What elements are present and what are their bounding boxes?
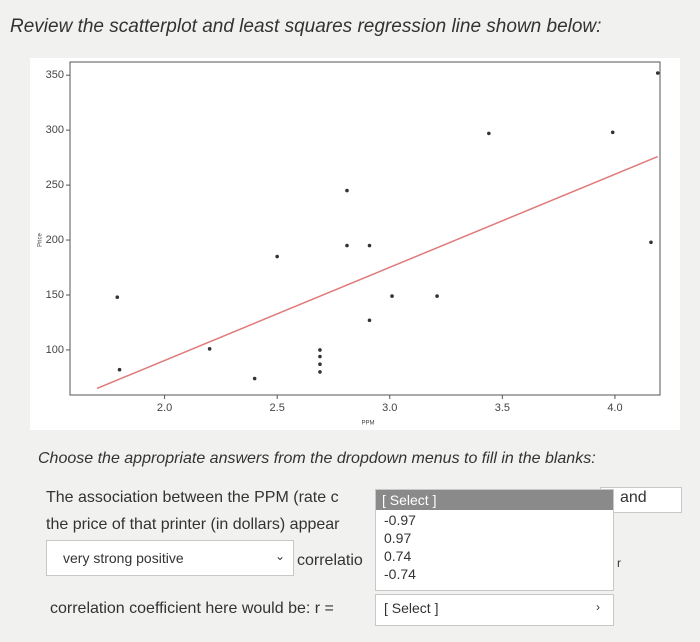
question: Review the scatterplot and least squares… bbox=[10, 16, 602, 37]
dropdown-option[interactable]: -0.74 bbox=[384, 566, 416, 582]
point bbox=[390, 294, 394, 298]
regression-line bbox=[96, 155, 659, 390]
point bbox=[435, 294, 439, 298]
dropdown-placeholder[interactable]: [ Select ] bbox=[376, 490, 613, 510]
point bbox=[649, 240, 653, 245]
dropdown-option[interactable]: 0.97 bbox=[384, 530, 412, 546]
x-axis-label: PPM bbox=[361, 421, 374, 427]
y-tick-label: 200 bbox=[46, 234, 64, 246]
dropdown-value: [ Select ] bbox=[384, 600, 439, 616]
plot-frame bbox=[69, 61, 661, 396]
point bbox=[345, 243, 349, 248]
dropdown[interactable]: very strong positive ⌄ bbox=[46, 540, 294, 576]
point bbox=[318, 362, 322, 367]
y-tick-label: 350 bbox=[46, 69, 64, 81]
point bbox=[610, 130, 615, 135]
x-tick-label: 3.0 bbox=[382, 402, 397, 414]
sentence-text: correlation coefficient here would be: r… bbox=[50, 600, 334, 617]
dropdown-option[interactable]: 0.74 bbox=[384, 548, 412, 564]
sentence-text: correlatio bbox=[297, 552, 363, 569]
dropdown[interactable]: [ Select ] › bbox=[375, 594, 614, 626]
chart-panel bbox=[30, 58, 680, 430]
sentence-text: the price of that printer (in dollars) a… bbox=[46, 516, 340, 533]
sentence-text: r bbox=[617, 556, 621, 570]
point bbox=[318, 370, 322, 374]
sentence-text: and bbox=[620, 489, 647, 506]
point bbox=[367, 243, 372, 248]
chart: PPM Price 2.0 2.5 3.0 3.5 4.0 100 150 200 250 300… bbox=[30, 58, 680, 430]
dropdown-value: very strong positive bbox=[63, 550, 184, 566]
x-tick-label: 4.0 bbox=[607, 402, 622, 414]
chevron: › bbox=[596, 600, 600, 614]
chevron: ⌄ bbox=[275, 549, 286, 563]
point bbox=[487, 131, 491, 136]
point bbox=[345, 188, 349, 193]
point bbox=[275, 254, 279, 259]
dropdown-list[interactable]: [ Select ] -0.97 0.97 0.74 -0.74 bbox=[375, 489, 614, 591]
y-tick-label: 300 bbox=[46, 124, 64, 136]
x-tick-label: 3.5 bbox=[495, 402, 510, 414]
point bbox=[367, 318, 372, 323]
x-tick-label: 2.5 bbox=[270, 402, 285, 414]
point bbox=[318, 348, 322, 352]
y-tick-label: 250 bbox=[46, 179, 64, 191]
point bbox=[318, 354, 322, 359]
point bbox=[252, 376, 257, 381]
y-axis-label: Price bbox=[38, 233, 44, 247]
point bbox=[117, 367, 122, 372]
x-tick-label: 2.0 bbox=[157, 402, 172, 414]
point bbox=[115, 295, 120, 299]
point bbox=[207, 347, 212, 351]
y-tick-label: 150 bbox=[46, 289, 64, 301]
y-tick-label: 100 bbox=[46, 344, 64, 356]
point bbox=[655, 71, 660, 75]
dropdown-option[interactable]: -0.97 bbox=[384, 512, 416, 528]
instructions: Choose the appropriate answers from the … bbox=[38, 450, 596, 467]
sentence-text: The association between the PPM (rate c bbox=[46, 489, 339, 506]
